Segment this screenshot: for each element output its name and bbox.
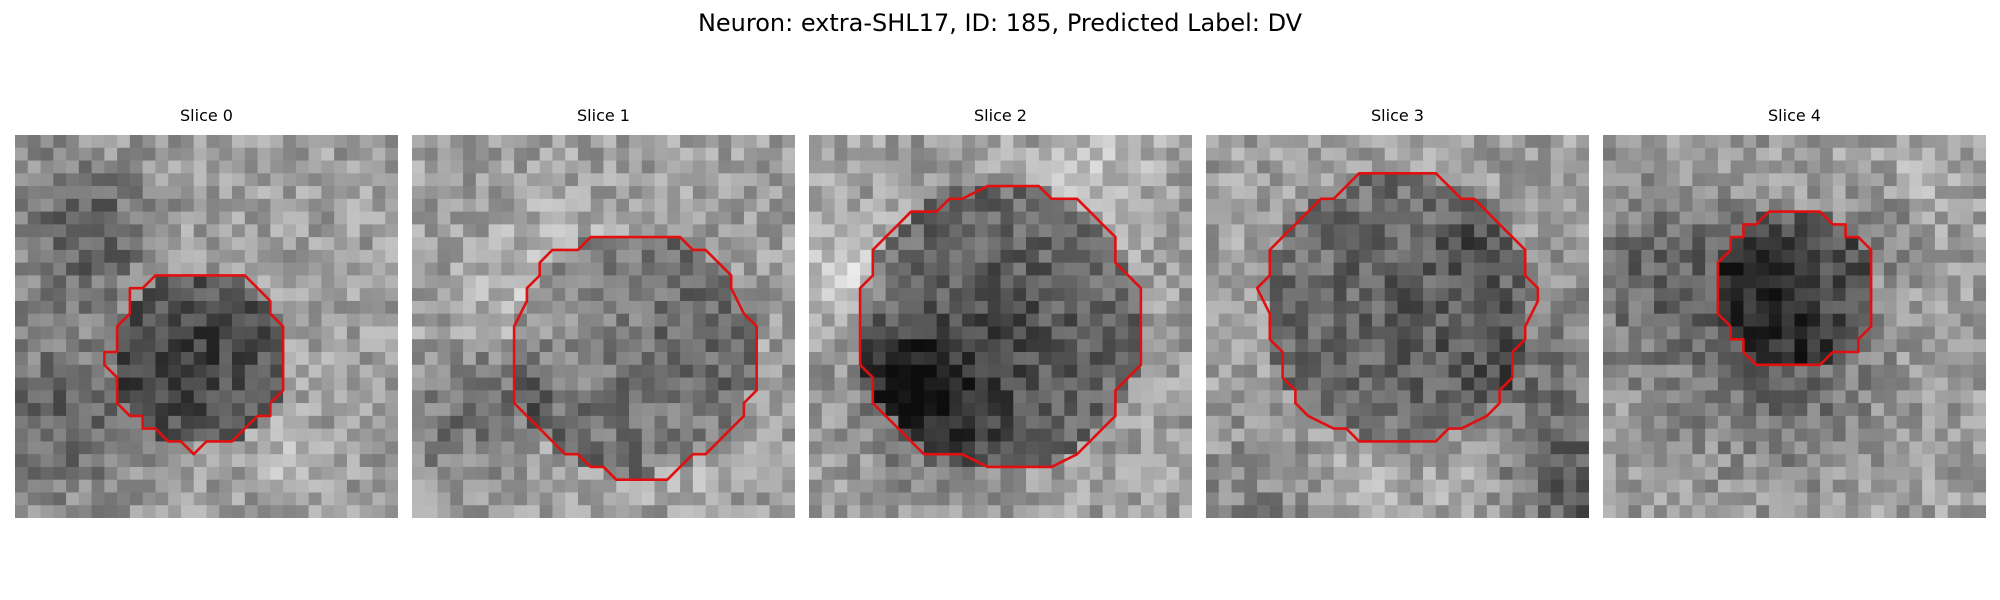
figure-title: Neuron: extra-SHL17, ID: 185, Predicted …	[697, 9, 1303, 37]
slice-image-1	[412, 135, 795, 518]
slice-title-1: Slice 1	[577, 106, 630, 125]
slice-image-3	[1206, 135, 1589, 518]
segmentation-contour	[103, 274, 285, 456]
pixel-grid	[809, 135, 1192, 518]
pixel-grid	[1206, 135, 1589, 518]
slice-panel-4: Slice 4	[1603, 106, 1986, 518]
slice-image-4	[1603, 135, 1986, 518]
slice-panel-0: Slice 0	[15, 106, 398, 518]
pixel-grid	[1603, 135, 1986, 518]
slice-panel-3: Slice 3	[1206, 106, 1589, 518]
segmentation-contour	[1255, 171, 1540, 443]
segmentation-contour	[512, 235, 759, 482]
slice-title-0: Slice 0	[180, 106, 233, 125]
slice-image-0	[15, 135, 398, 518]
segmentation-contour	[858, 184, 1143, 469]
segmentation-contour	[1716, 210, 1873, 367]
slice-panel-2: Slice 2	[809, 106, 1192, 518]
slice-title-2: Slice 2	[974, 106, 1027, 125]
slice-panel-1: Slice 1	[412, 106, 795, 518]
slice-title-3: Slice 3	[1371, 106, 1424, 125]
slice-image-2	[809, 135, 1192, 518]
pixel-grid	[412, 135, 795, 518]
pixel-grid	[15, 135, 398, 518]
slice-title-4: Slice 4	[1768, 106, 1821, 125]
